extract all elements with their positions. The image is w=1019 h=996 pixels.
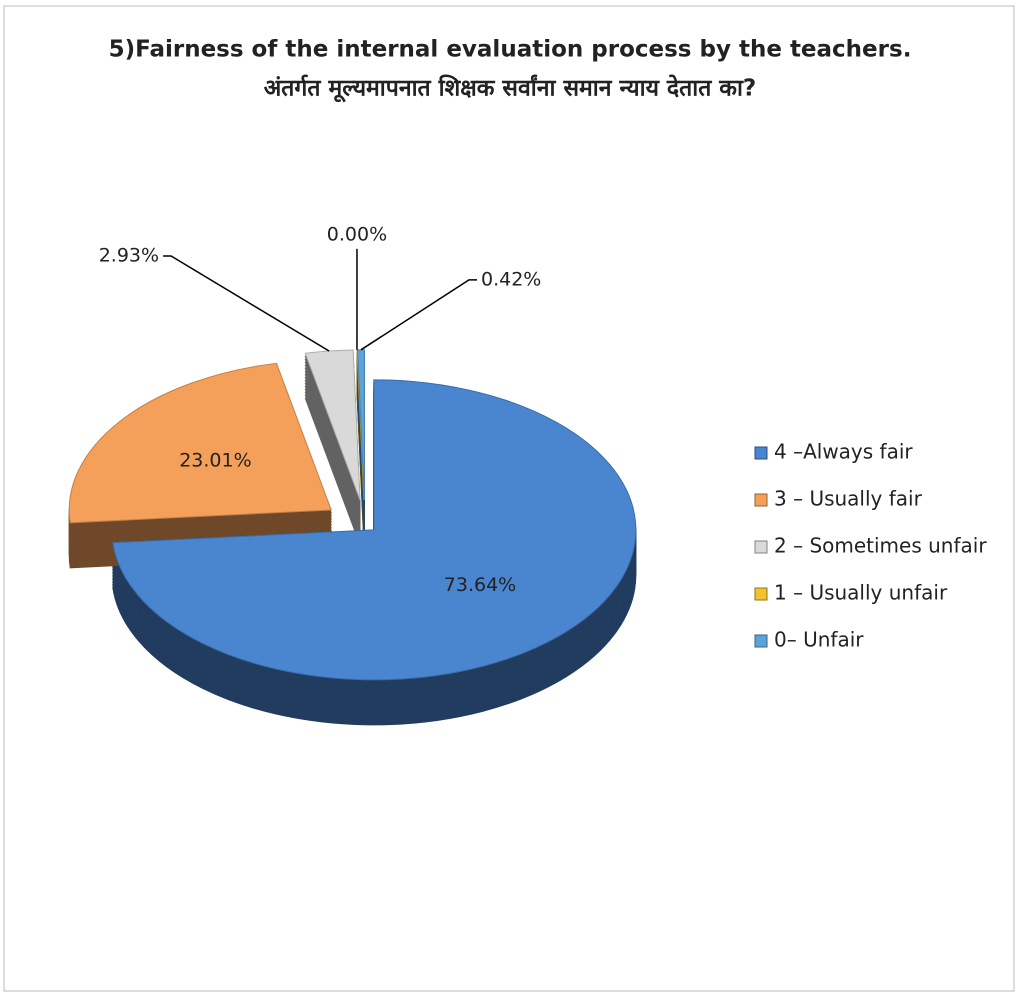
slice [304,349,361,501]
leader-line [163,255,330,352]
leader-line [360,279,477,351]
data-label: 0.00% [327,223,387,245]
legend-label: 4 –Always fair [774,440,913,464]
chart-title: 5)Fairness of the internal evaluation pr… [109,37,912,63]
legend-label: 2 – Sometimes unfair [774,534,987,558]
data-label: 2.93% [99,245,159,267]
data-label: 23.01% [179,449,251,471]
legend-swatch [754,446,768,460]
legend-label: 1 – Usually unfair [774,581,948,605]
legend-swatch [754,540,768,554]
legend-swatch [754,493,768,507]
data-label: 73.64% [444,574,516,596]
chart-subtitle: अंतर्गत मूल्यमापनात शिक्षक सर्वांना समान… [264,74,757,103]
slice [112,379,637,681]
pie-tops [68,349,637,681]
legend-swatch [754,587,768,601]
legend-label: 3 – Usually fair [774,487,923,511]
slice [68,362,332,524]
legend-label: 0– Unfair [774,628,864,652]
data-label: 0.42% [481,268,541,290]
legend-swatch [754,634,768,648]
